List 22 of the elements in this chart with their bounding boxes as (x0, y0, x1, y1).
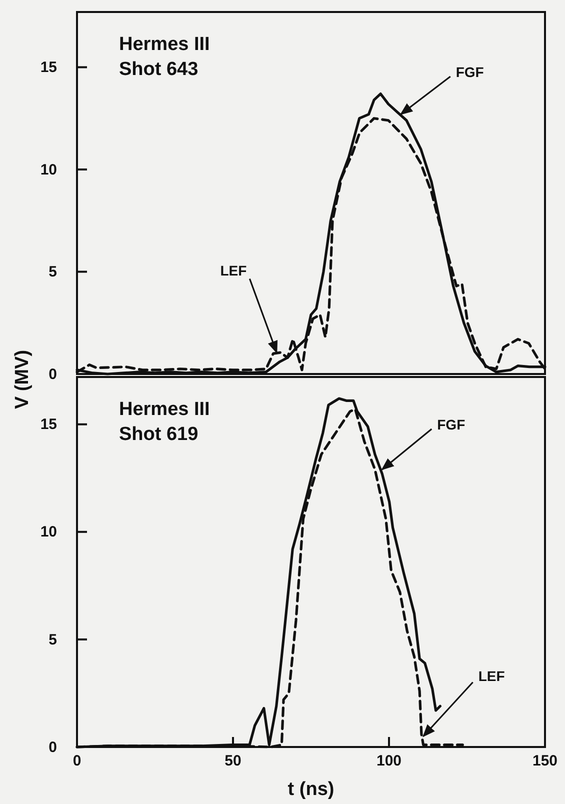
y-tick-label: 10 (40, 524, 57, 541)
annotation: LEF (220, 262, 248, 278)
annotation: LEF (478, 668, 506, 684)
x-tick-label: 100 (376, 752, 402, 770)
y-tick-label: 15 (40, 59, 57, 76)
x-tick-label: 50 (224, 752, 242, 770)
x-tick-label: 0 (72, 752, 82, 770)
text: Shot 643 (119, 59, 198, 80)
text: Shot 619 (119, 424, 198, 445)
y-tick-label: 10 (40, 161, 57, 178)
y-tick-label: 0 (48, 366, 57, 383)
y-tick-label: 0 (48, 738, 57, 756)
x-tick-label: 150 (532, 752, 558, 770)
annotation: FGF (437, 416, 466, 432)
text: Hermes III (119, 34, 210, 55)
y-tick-label: 5 (48, 631, 57, 648)
y-axis-title: V (MV) (12, 350, 33, 410)
annotation: FGF (456, 64, 484, 80)
x-axis-title: t (ns) (288, 779, 334, 800)
text: Hermes III (119, 399, 210, 420)
y-tick-label: 15 (40, 416, 57, 434)
y-tick-label: 5 (48, 264, 57, 281)
